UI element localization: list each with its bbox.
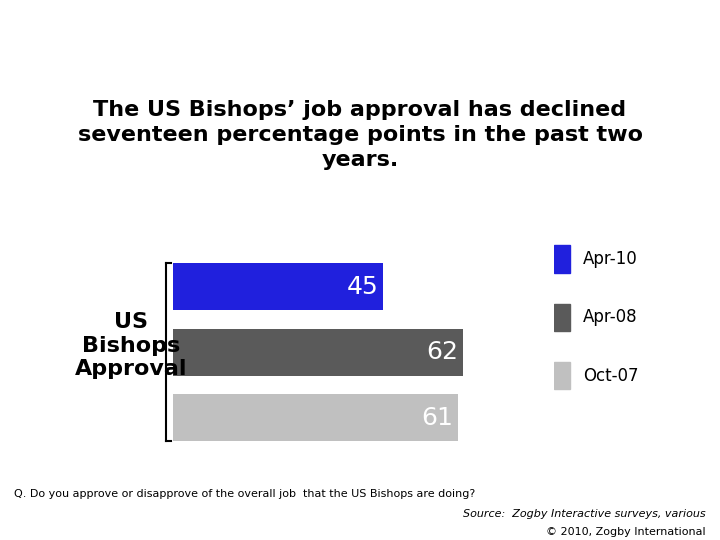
Text: Zogby International: Zogby International: [12, 49, 74, 53]
Bar: [554, 362, 570, 389]
Text: 45: 45: [347, 275, 379, 299]
Bar: [173, 394, 459, 441]
Bar: [554, 245, 570, 273]
Text: Q. Do you approve or disapprove of the overall job  that the US Bishops are doin: Q. Do you approve or disapprove of the o…: [14, 489, 475, 499]
Text: Source:  Zogby Interactive surveys, various: Source: Zogby Interactive surveys, vario…: [463, 509, 706, 519]
Text: Approval over time- summary: Approval over time- summary: [270, 19, 623, 43]
Text: US
Bishops
Approval: US Bishops Approval: [75, 313, 187, 379]
Text: 61: 61: [422, 406, 454, 430]
Text: © 2010, Zogby International: © 2010, Zogby International: [546, 527, 706, 537]
Text: The US Bishops’ job approval has declined
seventeen percentage points in the pas: The US Bishops’ job approval has decline…: [78, 100, 642, 170]
Text: Oct-07: Oct-07: [583, 367, 639, 384]
Text: 62: 62: [426, 340, 459, 364]
Text: Apr-08: Apr-08: [583, 308, 637, 326]
Text: Apr-10: Apr-10: [583, 250, 638, 268]
Bar: [173, 263, 384, 310]
Bar: [554, 303, 570, 331]
Bar: [173, 328, 463, 376]
Text: Z: Z: [45, 8, 77, 51]
